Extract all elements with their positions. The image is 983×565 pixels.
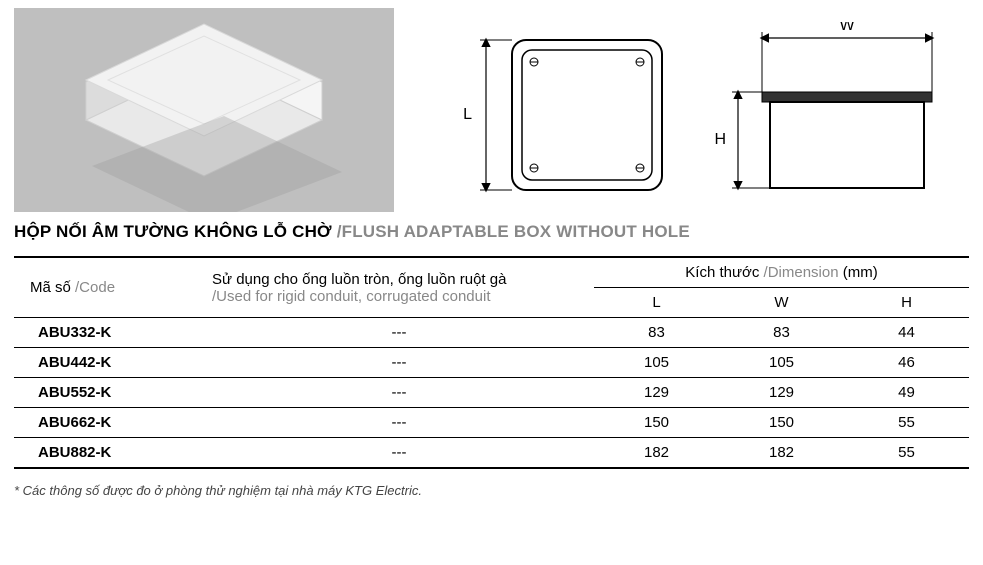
cell-W: 105 [719,348,844,378]
cell-L: 129 [594,378,719,408]
col-header-dimensions: Kích thước /Dimension (mm) [594,257,969,288]
spec-table: Mã số /Code Sử dụng cho ống luồn tròn, ố… [14,256,969,469]
table-row: ABU552-K---12912949 [14,378,969,408]
cell-H: 55 [844,438,969,469]
table-row: ABU442-K---10510546 [14,348,969,378]
cell-H: 44 [844,318,969,348]
cell-usage: --- [204,318,594,348]
table-row: ABU662-K---15015055 [14,408,969,438]
cell-code: ABU552-K [14,378,204,408]
cell-W: 129 [719,378,844,408]
cell-H: 55 [844,408,969,438]
cell-usage: --- [204,348,594,378]
col-header-usage: Sử dụng cho ống luồn tròn, ống luồn ruột… [204,257,594,318]
cell-H: 49 [844,378,969,408]
dim-label-W: W [839,22,855,34]
cell-usage: --- [204,378,594,408]
figure-row: L W H [14,8,969,212]
spec-table-body: ABU332-K---838344ABU442-K---10510546ABU5… [14,318,969,469]
table-row: ABU332-K---838344 [14,318,969,348]
cell-usage: --- [204,438,594,469]
table-row: ABU882-K---18218255 [14,438,969,469]
cell-L: 182 [594,438,719,469]
cell-H: 46 [844,348,969,378]
cell-code: ABU332-K [14,318,204,348]
cell-W: 150 [719,408,844,438]
section-title: HỘP NỐI ÂM TƯỜNG KHÔNG LỖ CHỜ /FLUSH ADA… [14,222,969,242]
cell-code: ABU442-K [14,348,204,378]
cell-usage: --- [204,408,594,438]
footnote: * Các thông số được đo ở phòng thử nghiệ… [14,483,969,498]
product-photo [14,8,394,212]
col-header-L: L [594,288,719,318]
cell-L: 150 [594,408,719,438]
col-header-H: H [844,288,969,318]
cell-L: 105 [594,348,719,378]
diagrams-svg: L W H [402,22,962,212]
col-header-W: W [719,288,844,318]
cell-W: 83 [719,318,844,348]
dim-label-H: H [714,131,726,148]
section-title-en: /FLUSH ADAPTABLE BOX WITHOUT HOLE [337,222,690,241]
cell-code: ABU882-K [14,438,204,469]
product-photo-svg [14,8,394,212]
dim-label-L: L [463,106,472,123]
col-header-code: Mã số /Code [14,257,204,318]
technical-diagrams: L W H [394,22,969,212]
section-title-vn: HỘP NỐI ÂM TƯỜNG KHÔNG LỖ CHỜ [14,222,337,241]
cell-W: 182 [719,438,844,469]
cell-code: ABU662-K [14,408,204,438]
cell-L: 83 [594,318,719,348]
